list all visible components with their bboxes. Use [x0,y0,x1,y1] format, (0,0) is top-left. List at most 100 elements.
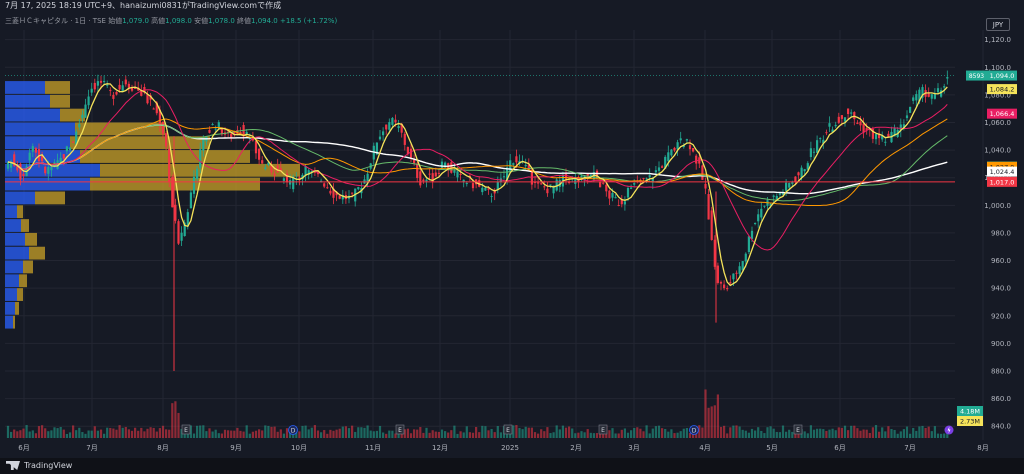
low-label: 安値 [194,17,209,25]
volume-bar [72,425,75,438]
candle-body [940,90,943,97]
volume-bar [729,427,732,438]
volume-bar [96,430,99,438]
candle-body [909,106,912,113]
volume-bar [84,433,87,438]
candle-body [865,128,868,131]
volume-bar [543,431,546,438]
volume-bar [298,431,301,438]
candle-body [168,148,171,183]
candle-body [124,79,127,85]
volume-bar [515,425,518,438]
volume-bar [688,433,692,438]
volume-bar [896,433,899,438]
candle-body [267,162,270,165]
volume-bar [530,427,533,438]
volume-bar [571,428,574,438]
candle-body [614,197,617,199]
volume-bar [577,432,580,438]
candle-body [28,152,31,161]
volume-bar [760,430,763,438]
candle-body [661,166,664,168]
candle-body [490,195,493,197]
candle-body [831,129,834,133]
candle-body [47,166,50,174]
price-tick-label: 840.0 [991,423,1011,431]
volume-bars [6,389,949,438]
low-value: 1,078.0 [208,17,235,25]
volume-bar [899,431,902,438]
candle-body [149,95,152,100]
candle-body [602,182,605,184]
volume-bar [245,425,248,438]
candle-body [589,174,592,178]
vp-bar-blue [5,122,75,136]
volume-bar [465,426,468,438]
candle-body [524,164,527,167]
volume-bar [847,430,850,438]
candle-body [772,195,775,197]
dividend-marker-label: D [692,428,697,435]
volume-bar [698,425,701,438]
candle-body [893,128,896,137]
candle-body [701,165,704,180]
volume-bar [639,428,642,438]
volume-bar [685,428,688,438]
volume-bar [778,432,781,438]
candle-body [375,142,378,155]
earnings-marker [503,424,513,435]
volume-bar [732,425,735,438]
time-tick-label: 9月 [230,444,241,452]
volume-bar [68,432,72,438]
candle-body [871,128,874,139]
volume-bar [335,429,338,438]
candle-body [688,145,692,150]
volume-bar [103,433,106,438]
high-value: 1,098.0 [165,17,192,25]
tradingview-logo[interactable]: TradingView [6,460,72,472]
candle-body [803,169,806,172]
volume-bar [918,426,921,438]
price-axis[interactable]: 1,120.01,100.01,080.01,060.01,040.01,020… [984,36,1011,431]
volume-bar [391,430,394,438]
candle-body [537,182,540,184]
candle-body [394,119,397,123]
volume-bar [850,425,853,438]
candle-body [682,145,685,148]
candle-body [741,261,744,271]
candle-body [109,89,112,91]
candle-body [106,84,109,86]
volume-bar [546,427,549,438]
volume-bar [372,431,375,438]
earnings-marker-label: E [506,427,510,434]
volume-bar [580,431,583,438]
candle-body [208,129,211,133]
earnings-marker [793,424,803,435]
candle-body [62,154,65,159]
volume-bar [840,427,843,438]
candle-body [630,187,633,189]
volume-bar [320,432,323,438]
candle-body [878,133,881,139]
volume-bar [933,426,936,438]
symbol-name[interactable]: 三菱ＨＣキャピタル · 1日 · TSE [5,17,106,25]
volume-bar [930,431,933,438]
vp-bar-gold [23,260,33,274]
vp-bar-blue [5,301,15,315]
candle-body [341,195,344,200]
volume-bar [599,432,602,438]
volume-bar [428,432,431,438]
volume-bar [351,425,354,438]
candle-body [853,112,856,120]
volume-bar [375,430,378,438]
candle-body [121,85,124,91]
time-axis[interactable]: 6月 7月 8月 9月 10月 11月 12月 2025 2月 3月 4月 5月 6月 7月 8月 [18,444,988,452]
volume-bar [540,429,543,438]
currency-selector[interactable]: JPY [986,18,1010,31]
candle-body [822,139,825,144]
candle-body [326,187,329,189]
volume-bar [763,433,766,438]
candle-body [760,208,763,218]
